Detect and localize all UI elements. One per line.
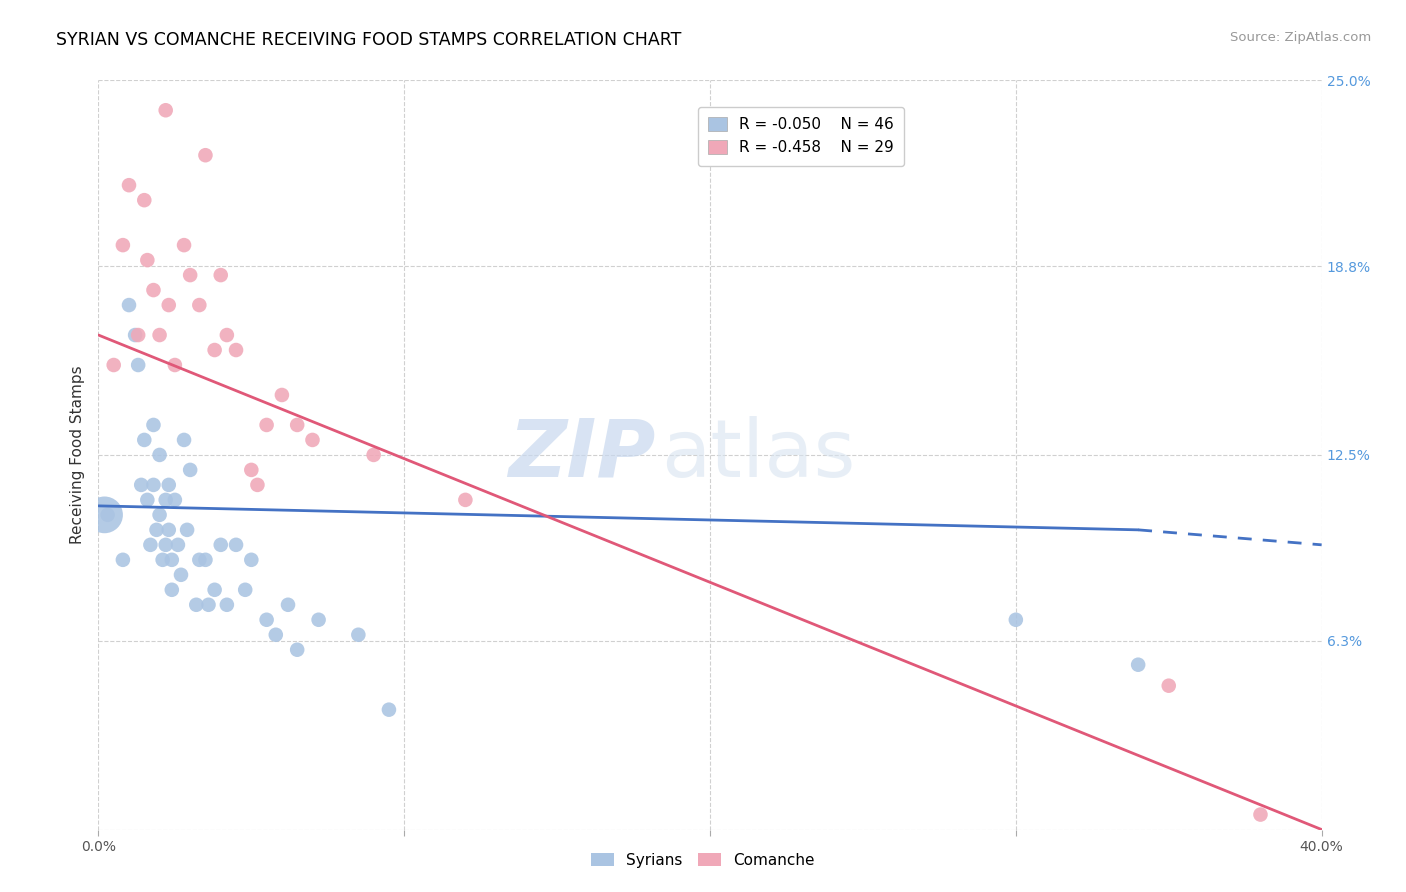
- Point: [167, 538, 190, 552]
- Point: [204, 343, 226, 357]
- Point: [215, 598, 238, 612]
- Point: [155, 103, 177, 118]
- Point: [246, 478, 269, 492]
- Point: [285, 417, 308, 432]
- Point: [142, 283, 165, 297]
- Point: [347, 628, 370, 642]
- Point: [160, 553, 183, 567]
- Point: [145, 523, 167, 537]
- Point: [179, 463, 201, 477]
- Point: [170, 567, 193, 582]
- Point: [270, 388, 292, 402]
- Point: [157, 298, 180, 312]
- Point: [179, 268, 201, 282]
- Point: [308, 613, 330, 627]
- Point: [149, 448, 172, 462]
- Text: Source: ZipAtlas.com: Source: ZipAtlas.com: [1230, 31, 1371, 45]
- Point: [378, 703, 401, 717]
- Point: [240, 463, 263, 477]
- Point: [111, 238, 134, 252]
- Text: atlas: atlas: [661, 416, 855, 494]
- Point: [136, 253, 159, 268]
- Point: [157, 478, 180, 492]
- Point: [136, 492, 159, 507]
- Point: [264, 628, 287, 642]
- Point: [155, 538, 177, 552]
- Point: [301, 433, 323, 447]
- Legend: Syrians, Comanche: Syrians, Comanche: [583, 845, 823, 875]
- Point: [1128, 657, 1150, 672]
- Point: [142, 478, 165, 492]
- Point: [160, 582, 183, 597]
- Point: [134, 193, 156, 207]
- Point: [285, 642, 308, 657]
- Point: [157, 523, 180, 537]
- Point: [256, 417, 278, 432]
- Legend: R = -0.050    N = 46, R = -0.458    N = 29: R = -0.050 N = 46, R = -0.458 N = 29: [697, 107, 904, 166]
- Point: [134, 433, 156, 447]
- Point: [194, 553, 217, 567]
- Point: [163, 358, 186, 372]
- Point: [176, 523, 198, 537]
- Point: [363, 448, 385, 462]
- Point: [204, 582, 226, 597]
- Point: [197, 598, 219, 612]
- Point: [173, 433, 195, 447]
- Point: [194, 148, 217, 162]
- Point: [233, 582, 256, 597]
- Point: [188, 298, 211, 312]
- Point: [225, 538, 247, 552]
- Point: [256, 613, 278, 627]
- Point: [103, 358, 125, 372]
- Point: [152, 553, 174, 567]
- Text: ZIP: ZIP: [508, 416, 655, 494]
- Point: [1004, 613, 1026, 627]
- Point: [1157, 679, 1180, 693]
- Point: [225, 343, 247, 357]
- Point: [118, 178, 141, 193]
- Point: [209, 538, 232, 552]
- Point: [149, 328, 172, 343]
- Y-axis label: Receiving Food Stamps: Receiving Food Stamps: [69, 366, 84, 544]
- Point: [97, 508, 120, 522]
- Text: SYRIAN VS COMANCHE RECEIVING FOOD STAMPS CORRELATION CHART: SYRIAN VS COMANCHE RECEIVING FOOD STAMPS…: [56, 31, 682, 49]
- Point: [142, 417, 165, 432]
- Point: [188, 553, 211, 567]
- Point: [127, 328, 149, 343]
- Point: [209, 268, 232, 282]
- Point: [277, 598, 299, 612]
- Point: [129, 478, 152, 492]
- Point: [454, 492, 477, 507]
- Point: [163, 492, 186, 507]
- Point: [139, 538, 162, 552]
- Point: [1249, 807, 1271, 822]
- Point: [93, 508, 115, 522]
- Point: [173, 238, 195, 252]
- Point: [149, 508, 172, 522]
- Point: [186, 598, 208, 612]
- Point: [155, 492, 177, 507]
- Point: [240, 553, 263, 567]
- Point: [124, 328, 146, 343]
- Point: [127, 358, 149, 372]
- Point: [215, 328, 238, 343]
- Point: [118, 298, 141, 312]
- Point: [111, 553, 134, 567]
